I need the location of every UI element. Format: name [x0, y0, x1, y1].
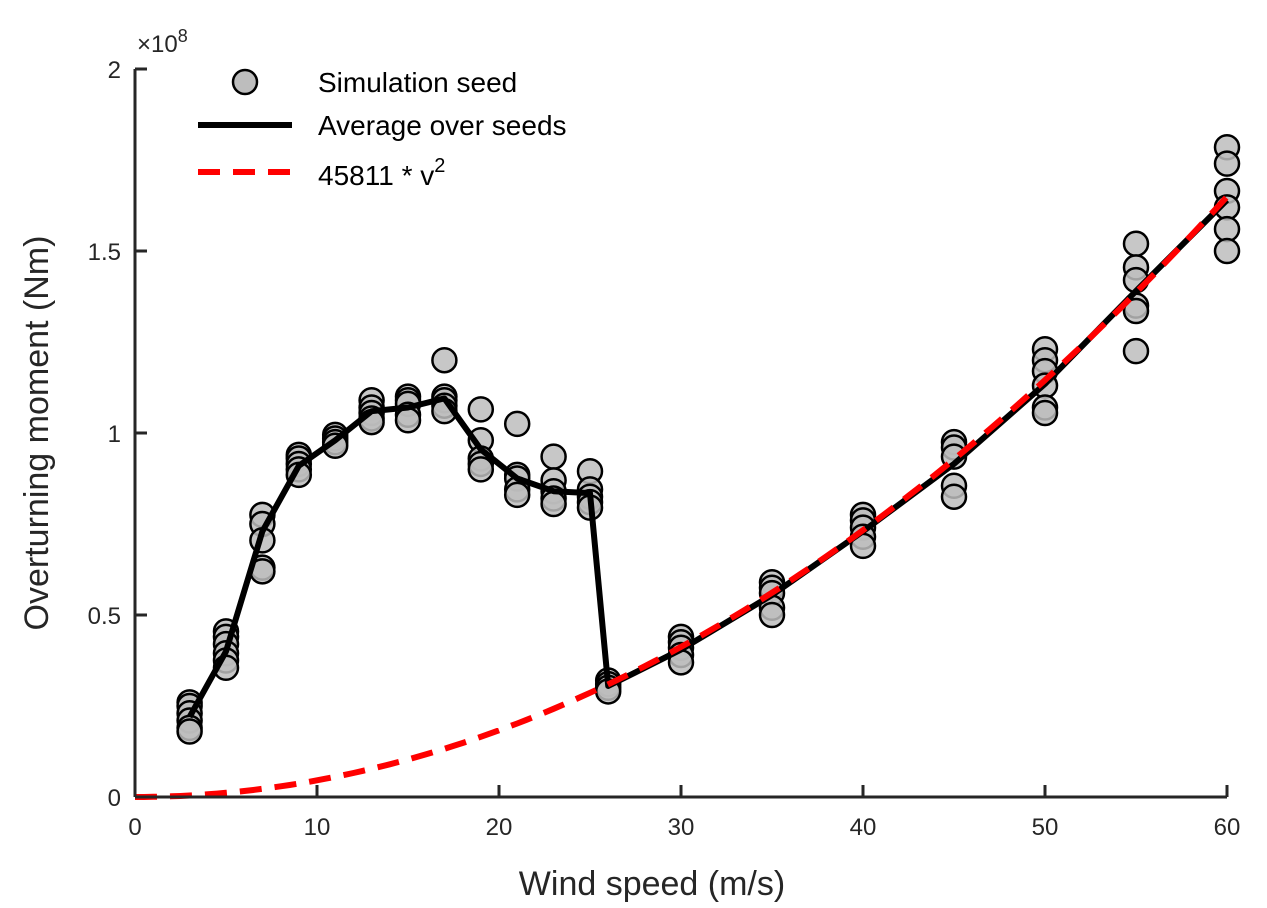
seed-point — [467, 456, 495, 483]
seed-point — [1122, 337, 1150, 365]
y-multiplier-exponent: 8 — [178, 26, 188, 46]
seed-point — [1213, 215, 1241, 243]
plot-layer — [135, 134, 1241, 800]
seed-point — [1122, 297, 1150, 325]
seed-point — [758, 601, 786, 629]
y-tick-label: 1 — [108, 421, 121, 448]
seed-point — [467, 396, 495, 423]
legend-marker-seed — [231, 68, 259, 96]
y-tick-label: 1.5 — [88, 239, 121, 266]
x-ticks: 0 10 20 30 40 50 60 — [128, 785, 1240, 841]
seed-point — [1213, 150, 1241, 177]
y-tick-label: 2 — [108, 57, 121, 84]
legend-label-average: Average over seeds — [318, 110, 567, 141]
legend-label-fit-main: 45811 * v — [318, 160, 434, 191]
seed-point — [394, 407, 422, 434]
y-multiplier-label: ×108 — [137, 26, 188, 58]
legend-label-fit-sup: 2 — [434, 155, 445, 177]
seed-point — [1213, 237, 1241, 265]
x-tick-label: 50 — [1032, 814, 1059, 841]
seed-point — [1122, 230, 1150, 257]
x-axis-title: Wind speed (m/s) — [519, 865, 785, 903]
x-tick-label: 30 — [668, 814, 695, 841]
fit-curve — [135, 194, 1230, 800]
average-line — [186, 197, 1230, 719]
axes: 0 10 20 30 40 50 60 0 0.5 1 1.5 2 — [88, 57, 1241, 841]
y-ticks: 0 0.5 1 1.5 2 — [88, 57, 147, 812]
x-tick-label: 60 — [1214, 814, 1241, 841]
y-multiplier-prefix: ×10 — [137, 31, 178, 58]
seed-point — [431, 346, 458, 374]
x-tick-label: 20 — [486, 814, 513, 841]
y-tick-label: 0.5 — [88, 603, 121, 630]
legend-label-fit: 45811 * v2 — [318, 155, 445, 191]
y-axis-title: Overturning moment (Nm) — [18, 236, 56, 631]
y-tick-label: 0 — [108, 785, 121, 812]
seed-point — [503, 410, 531, 438]
seed-point — [540, 443, 567, 470]
seed-point — [176, 718, 203, 745]
x-tick-label: 0 — [128, 814, 141, 841]
legend: Simulation seed Average over seeds 45811… — [198, 67, 567, 191]
seed-point — [940, 483, 968, 510]
seed-point — [540, 490, 567, 518]
legend-label-seed: Simulation seed — [318, 67, 517, 98]
x-tick-label: 40 — [850, 814, 877, 841]
seed-points — [176, 134, 1241, 745]
seed-point — [503, 481, 531, 509]
seed-point — [1031, 399, 1059, 427]
x-tick-label: 10 — [304, 814, 331, 841]
